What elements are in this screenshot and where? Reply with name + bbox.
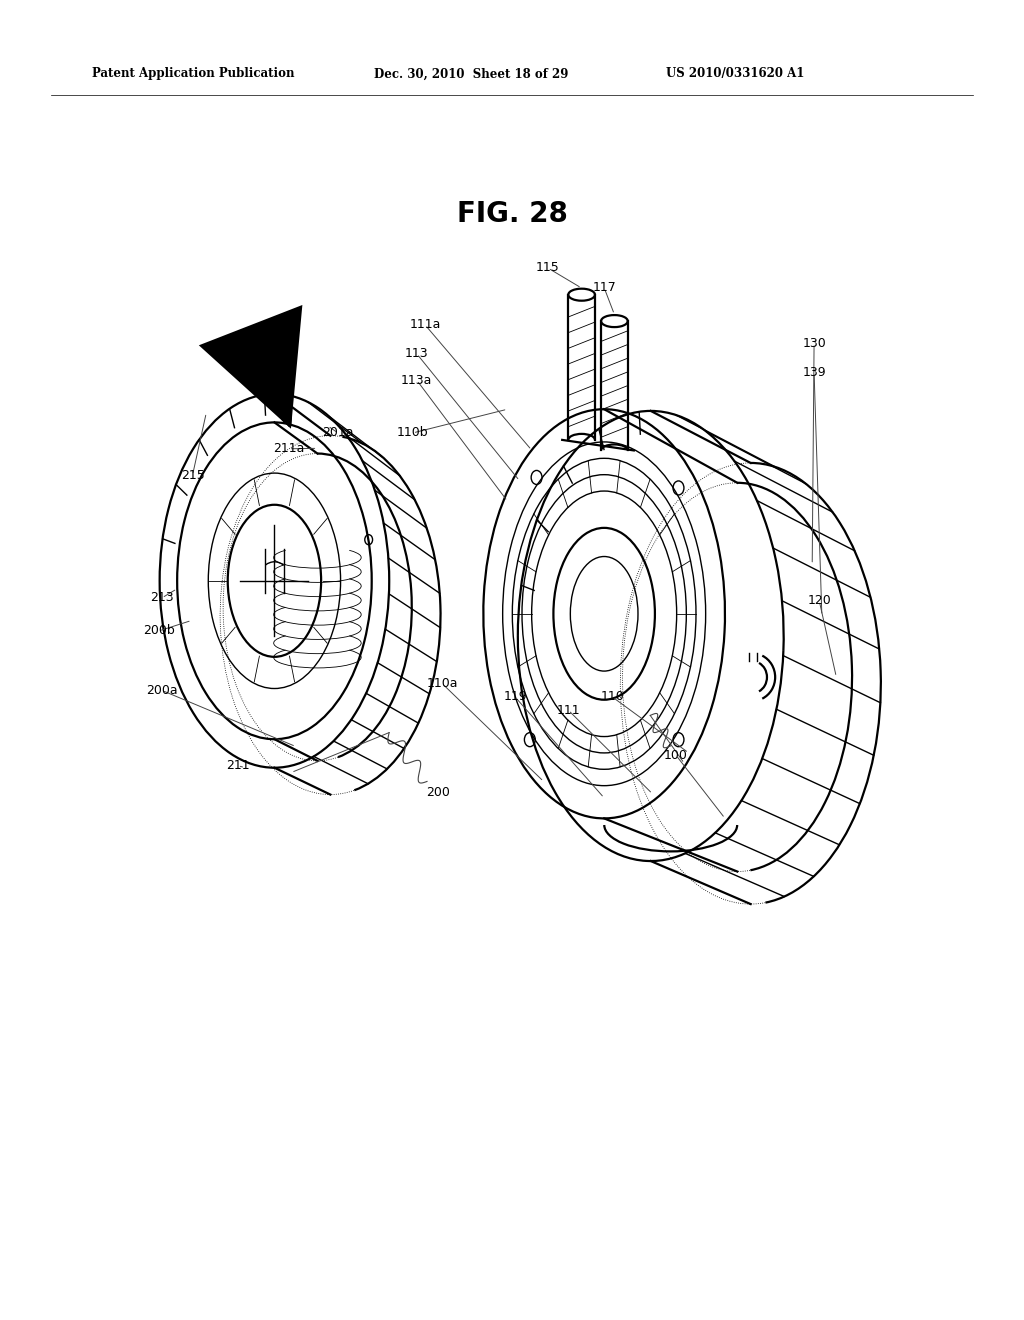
Text: 120: 120 [807, 594, 831, 607]
Text: 110a: 110a [427, 677, 458, 690]
Text: 201a: 201a [323, 426, 353, 440]
Text: 211: 211 [225, 759, 250, 772]
Text: FIG. 28: FIG. 28 [457, 199, 567, 228]
Text: 213: 213 [150, 591, 174, 605]
Text: 110b: 110b [397, 426, 428, 440]
Text: 119: 119 [503, 690, 527, 704]
Text: 200b: 200b [142, 624, 175, 638]
Text: Patent Application Publication: Patent Application Publication [92, 67, 295, 81]
Text: 200a: 200a [146, 684, 177, 697]
Text: Dec. 30, 2010  Sheet 18 of 29: Dec. 30, 2010 Sheet 18 of 29 [374, 67, 568, 81]
Text: 130: 130 [802, 337, 826, 350]
Text: US 2010/0331620 A1: US 2010/0331620 A1 [666, 67, 804, 81]
Text: 117: 117 [592, 281, 616, 294]
Text: 200: 200 [426, 785, 451, 799]
Text: 111a: 111a [410, 318, 440, 331]
Text: 111: 111 [556, 704, 581, 717]
Text: 110: 110 [600, 690, 625, 704]
Text: 211a: 211a [273, 442, 304, 455]
Text: 215: 215 [180, 469, 205, 482]
Text: 113: 113 [404, 347, 429, 360]
Text: 115: 115 [536, 261, 560, 275]
Text: 113a: 113a [401, 374, 432, 387]
Text: 139: 139 [802, 366, 826, 379]
Text: 100: 100 [664, 748, 688, 762]
